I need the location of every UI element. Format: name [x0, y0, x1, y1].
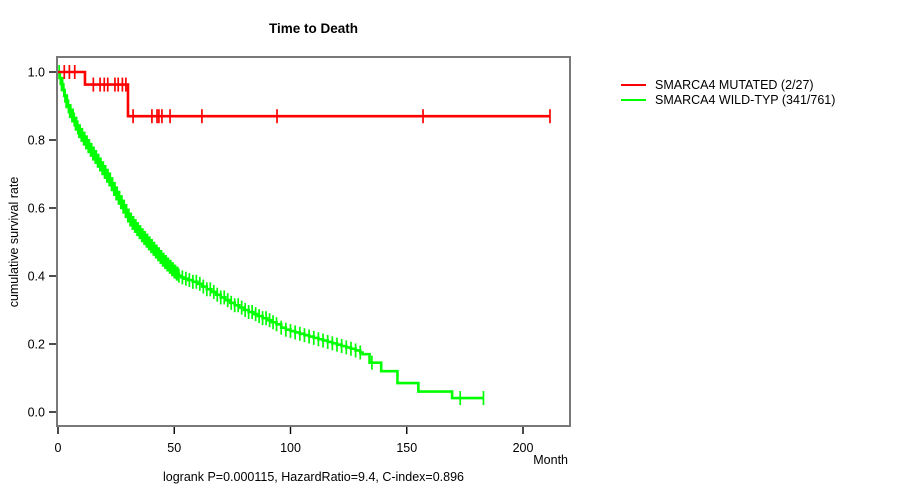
x-axis-tick-label: 50	[167, 441, 181, 455]
survival-curve-smarca4-wildtype	[58, 70, 484, 400]
stats-caption: logrank P=0.000115, HazardRatio=9.4, C-i…	[162, 470, 464, 484]
y-axis-tick-label: 0.6	[28, 202, 45, 216]
y-axis-tick-label: 0.4	[28, 270, 45, 284]
legend-line-red-swatch	[621, 83, 646, 86]
plot-frame	[56, 56, 571, 427]
legend-label: SMARCA4 WILD-TYP (341/761)	[655, 92, 836, 107]
x-axis-tick-label: 200	[513, 441, 534, 455]
y-axis-label: cumulative survival rate	[7, 176, 21, 308]
y-axis-tick-label: 0.8	[28, 134, 45, 148]
chart-title: Time to Death	[268, 21, 358, 36]
legend-label: SMARCA4 MUTATED (2/27)	[655, 77, 814, 92]
y-axis-tick-label: 0.2	[28, 338, 45, 352]
y-axis-tick-label: 1.0	[28, 66, 45, 80]
legend-item-mutated: SMARCA4 MUTATED (2/27)	[621, 77, 835, 92]
legend: SMARCA4 MUTATED (2/27) SMARCA4 WILD-TYP …	[621, 77, 835, 107]
legend-line-green-swatch	[621, 98, 646, 101]
x-axis-tick-label: 100	[280, 441, 301, 455]
survival-curve-smarca4-mutated	[58, 70, 550, 118]
x-axis-tick-label: 150	[396, 441, 417, 455]
y-axis-tick-label: 0.0	[28, 406, 45, 420]
x-axis-label: Month	[533, 453, 568, 467]
legend-item-wildtype: SMARCA4 WILD-TYP (341/761)	[621, 92, 835, 107]
x-axis-tick-label: 0	[55, 441, 62, 455]
